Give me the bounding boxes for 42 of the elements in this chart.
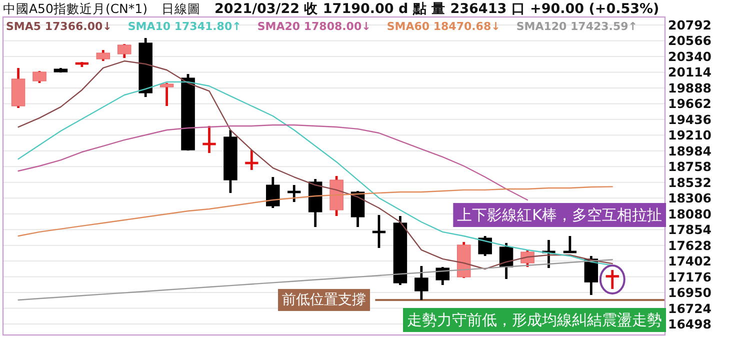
annotation: 2021/03/22 收 17190.00 d 點 量 236413 口 +90.00 (+0.53%) <box>214 1 660 17</box>
y-tick-label: 18080 <box>668 206 712 222</box>
y-tick-label: 16724 <box>668 300 712 316</box>
y-tick-label: 17176 <box>668 269 712 284</box>
annotation: 上下影線紅K棒，多空互相拉扯 <box>457 206 662 224</box>
candlestick <box>266 176 280 210</box>
y-tick-label: 16498 <box>668 316 712 332</box>
text: SMA120 17423.59↑ <box>516 20 638 33</box>
y-tick-label: 20114 <box>668 64 712 80</box>
text: SMA20 17808.00↓ <box>257 20 371 33</box>
candlestick <box>606 268 619 290</box>
candlestick <box>414 264 428 302</box>
annotation: 走勢力守前低，形成均線糾結震盪走勢 <box>407 311 662 329</box>
y-tick-label: 18532 <box>668 174 712 190</box>
text: SMA10 17341.80↑ <box>128 20 242 33</box>
y-tick-label: 19436 <box>668 112 712 127</box>
y-tick-label: 19888 <box>668 80 712 96</box>
candlestick <box>32 70 46 84</box>
candlestick <box>96 48 110 62</box>
text: SMA60 18470.68↓ <box>386 20 500 33</box>
candlestick <box>117 42 132 60</box>
chart-title: 中國A50指數近月(CN*1) <box>3 1 148 16</box>
y-tick-label: 18306 <box>668 190 712 206</box>
y-tick-label: 19662 <box>668 96 712 112</box>
y-tick-label: 18758 <box>668 159 712 174</box>
y-tick-label: 20792 <box>668 18 712 33</box>
candlestick <box>478 234 492 258</box>
candlestick <box>520 248 534 268</box>
y-tick-label: 20340 <box>668 48 712 64</box>
candlestick <box>160 82 174 108</box>
y-tick-label: 17402 <box>668 254 712 269</box>
y-tick-label: 18984 <box>668 143 712 158</box>
y-tick-label: 19210 <box>668 128 712 143</box>
chart-subtitle: 日線圖 <box>162 1 200 16</box>
y-tick-label: 16950 <box>668 285 712 300</box>
y-tick-label: 17628 <box>668 238 712 253</box>
text: SMA5 17366.00↓ <box>6 20 112 33</box>
y-tick-label: 20566 <box>668 33 712 48</box>
y-tick-label: 17854 <box>668 222 712 238</box>
ref-line-label: 前低位置支撐 <box>282 292 366 308</box>
candlestick <box>436 266 450 286</box>
line-series <box>18 124 528 201</box>
